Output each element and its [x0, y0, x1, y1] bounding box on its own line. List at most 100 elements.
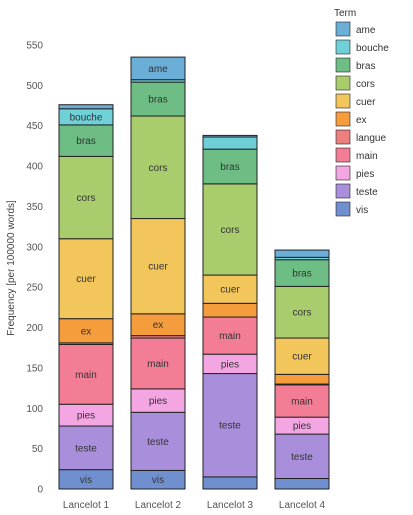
segment-label-teste: teste [291, 452, 313, 463]
legend-swatch-bras [335, 57, 351, 73]
legend-item-label: langue [356, 133, 386, 144]
x-tick-label: Lancelot 4 [279, 500, 326, 511]
y-tick-label: 100 [26, 404, 43, 415]
segment-label-cors: cors [221, 225, 240, 236]
y-tick-label: 350 [26, 202, 43, 213]
bar-segment-ame [274, 249, 330, 258]
bar-segment-cuer [202, 274, 258, 304]
segment-label-main: main [219, 331, 241, 342]
segment-label-teste: teste [219, 421, 241, 432]
legend-swatch-bouche [335, 39, 351, 55]
bar-segment-cors [274, 285, 330, 339]
bar-stack: teste pies main cuer cors bras [274, 249, 330, 490]
segment-label-pies: pies [221, 359, 239, 370]
x-tick-label: Lancelot 2 [135, 500, 182, 511]
bar-segment-ex [274, 373, 330, 385]
bar-segment-teste [58, 425, 114, 471]
bar-segment-ame [202, 134, 258, 138]
segment-label-pies: pies [149, 396, 167, 407]
segment-label-bras: bras [76, 136, 95, 147]
legend-swatch-cors [335, 75, 351, 91]
segment-label-cors: cors [293, 308, 312, 319]
y-tick-label: 450 [26, 121, 43, 132]
legend-item-label: bouche [356, 43, 389, 54]
bar-segment-teste [202, 373, 258, 478]
bar-segment-bouche [202, 136, 258, 150]
legend-item-label: vis [356, 205, 368, 216]
bar-segment-cuer [130, 218, 186, 315]
bar-segment-bras [58, 124, 114, 157]
segment-label-pies: pies [293, 421, 311, 432]
segment-label-cors: cors [77, 193, 96, 204]
legend-swatch-teste [335, 183, 351, 199]
y-tick-label: 500 [26, 81, 43, 92]
legend-swatch-ex [335, 111, 351, 127]
segment-label-cuer: cuer [148, 262, 168, 273]
bar-segment-cuer [274, 337, 330, 375]
bar-segment-bras [202, 148, 258, 185]
bar-segment-main [130, 337, 186, 390]
y-tick-label: 50 [32, 444, 44, 455]
legend-item-label: bras [356, 61, 375, 72]
bar-stack: vis teste pies main ex cuer cors bras bouche [58, 104, 114, 490]
segment-label-ex: ex [153, 320, 164, 331]
legend-swatch-langue [335, 129, 351, 145]
y-tick-label: 250 [26, 283, 43, 294]
bar-segment-bras [274, 259, 330, 287]
bar-segment-ame [130, 56, 186, 81]
segment-label-ex: ex [81, 326, 92, 337]
legend-item-label: ame [356, 25, 376, 36]
bar-segment-ame [58, 104, 114, 110]
segment-label-cuer: cuer [76, 274, 96, 285]
legend-swatch-main [335, 147, 351, 163]
legend: Term ame bouche bras cors cuer ex langue main pi… [334, 8, 389, 217]
legend-item-label: main [356, 151, 378, 162]
segment-label-cors: cors [149, 163, 168, 174]
segment-label-bras: bras [148, 95, 167, 106]
bars: vis teste pies main ex cuer cors bras bouche vis t… [58, 56, 330, 490]
segment-label-cuer: cuer [292, 352, 312, 363]
legend-item-label: pies [356, 169, 374, 180]
y-tick-label: 550 [26, 40, 43, 51]
x-axis: Lancelot 1 Lancelot 2 Lancelot 3 Lancelot 4 [63, 500, 326, 511]
legend-swatch-vis [335, 201, 351, 217]
bar-segment-vis [202, 476, 258, 490]
segment-label-main: main [291, 397, 313, 408]
y-tick-label: 400 [26, 162, 43, 173]
segment-label-ame: ame [148, 64, 168, 75]
y-tick-label: 0 [37, 485, 43, 496]
segment-label-main: main [75, 370, 97, 381]
segment-label-bras: bras [292, 269, 311, 280]
bar-stack: vis teste pies main ex cuer cors bras ame [130, 56, 186, 490]
segment-label-bras: bras [220, 162, 239, 173]
bar-stack: teste pies main cuer cors bras [202, 134, 258, 490]
y-tick-label: 200 [26, 323, 43, 334]
bar-segment-main [202, 316, 258, 355]
legend-item-label: cors [356, 79, 375, 90]
bar-segment-bras [130, 81, 186, 117]
legend-swatch-ame [335, 21, 351, 37]
segment-label-teste: teste [75, 443, 97, 454]
bar-segment-ex [202, 302, 258, 318]
segment-label-bouche: bouche [70, 112, 103, 123]
y-tick-label: 150 [26, 363, 43, 374]
segment-label-pies: pies [77, 411, 95, 422]
y-tick-label: 300 [26, 242, 43, 253]
x-tick-label: Lancelot 3 [207, 500, 254, 511]
y-axis: 0 50 100 150 200 250 300 350 400 450 500 550 [26, 40, 43, 495]
segment-label-main: main [147, 359, 169, 370]
segment-label-teste: teste [147, 437, 169, 448]
bar-segment-main [58, 343, 114, 405]
segment-label-vis: vis [152, 475, 164, 486]
bar-segment-teste [130, 411, 186, 471]
segment-label-vis: vis [80, 475, 92, 486]
bar-segment-vis [274, 478, 330, 490]
legend-swatch-cuer [335, 93, 351, 109]
legend-swatch-pies [335, 165, 351, 181]
legend-item-label: teste [356, 187, 378, 198]
x-tick-label: Lancelot 1 [63, 500, 110, 511]
legend-item-label: ex [356, 115, 367, 126]
segment-label-cuer: cuer [220, 285, 240, 296]
legend-item-label: cuer [356, 97, 376, 108]
